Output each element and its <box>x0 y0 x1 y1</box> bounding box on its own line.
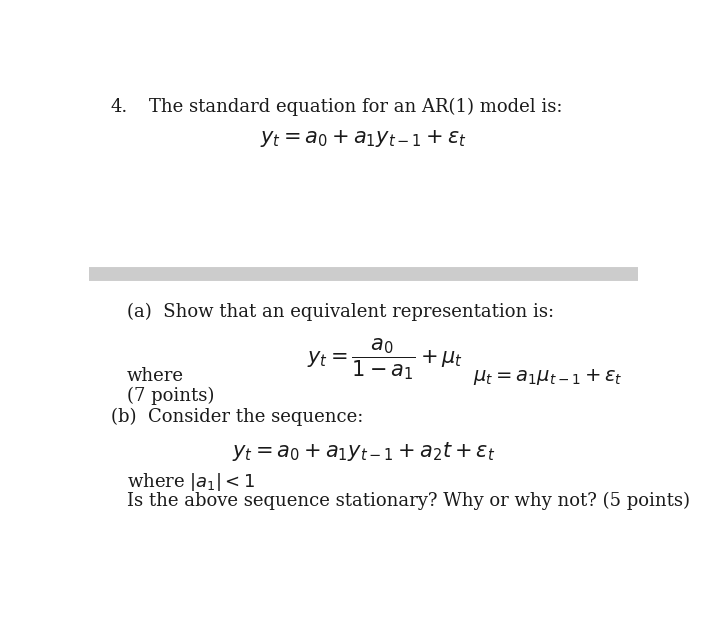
Text: (a)  Show that an equivalent representation is:: (a) Show that an equivalent representati… <box>127 303 554 321</box>
Text: $y_t = a_0 + a_1 y_{t-1} + a_2 t + \varepsilon_t$: $y_t = a_0 + a_1 y_{t-1} + a_2 t + \vare… <box>232 440 495 463</box>
Text: The standard equation for an AR(1) model is:: The standard equation for an AR(1) model… <box>149 98 562 116</box>
Text: (7 points): (7 points) <box>127 387 214 405</box>
Text: where: where <box>127 366 184 385</box>
Text: 4.: 4. <box>111 98 128 116</box>
Text: $y_t = a_0 + a_1 y_{t-1} + \varepsilon_t$: $y_t = a_0 + a_1 y_{t-1} + \varepsilon_t… <box>260 128 467 150</box>
Text: where $|a_1| < 1$: where $|a_1| < 1$ <box>127 470 255 493</box>
Text: Is the above sequence stationary? Why or why not? (5 points): Is the above sequence stationary? Why or… <box>127 492 690 510</box>
Text: $\mu_t = a_1 \mu_{t-1} + \varepsilon_t$: $\mu_t = a_1 \mu_{t-1} + \varepsilon_t$ <box>474 366 623 387</box>
Text: (b)  Consider the sequence:: (b) Consider the sequence: <box>111 408 363 426</box>
Text: $y_t = \dfrac{a_0}{1 - a_1} + \mu_t$: $y_t = \dfrac{a_0}{1 - a_1} + \mu_t$ <box>307 336 464 382</box>
